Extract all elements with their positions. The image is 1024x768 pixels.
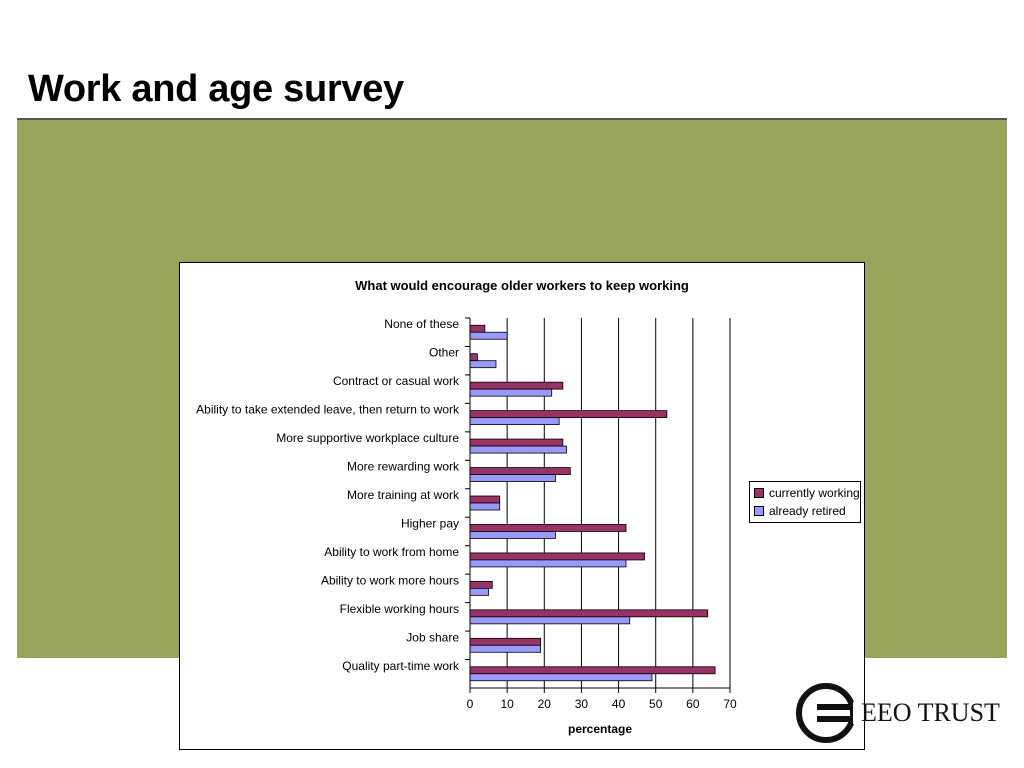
category-label-contract-or-casual-work: Contract or casual work [333, 374, 460, 388]
legend-label-already-retired: already retired [769, 504, 846, 518]
bar-chart: What would encourage older workers to ke… [196, 278, 737, 736]
bar-currently-working-flexible-working-hours [469, 609, 709, 618]
bar-already-retired-other [469, 360, 497, 369]
category-label-other: Other [429, 346, 459, 360]
legend-item-already-retired: already retired [754, 503, 846, 519]
category-label-ability-to-work-more-hours: Ability to work more hours [321, 573, 459, 587]
category-label-flexible-working-hours: Flexible working hours [340, 602, 459, 616]
category-label-job-share: Job share [406, 630, 459, 644]
bar-already-retired-flexible-working-hours [469, 616, 631, 625]
bar-already-retired-none-of-these [469, 331, 508, 340]
bar-currently-working-more-rewarding-work [469, 467, 571, 475]
x-tick-label-10: 10 [500, 697, 514, 711]
category-label-higher-pay: Higher pay [401, 516, 459, 530]
chart-title: What would encourage older workers to ke… [355, 278, 689, 293]
x-tick-label-60: 60 [686, 697, 700, 711]
bar-already-retired-ability-to-work-more-hours [469, 587, 489, 596]
bar-currently-working-job-share [469, 637, 541, 646]
category-label-ability-to-work-from-home: Ability to work from home [324, 545, 459, 559]
green-background-band: What would encourage older workers to ke… [17, 120, 1007, 750]
x-tick-label-30: 30 [575, 697, 589, 711]
legend-swatch-already-retired [754, 505, 764, 516]
eeo-trust-e-logo-icon [796, 683, 857, 743]
bar-currently-working-ability-to-work-from-home [469, 552, 645, 561]
logo-text: EEO TRUST [861, 698, 1000, 727]
bar-already-retired-job-share [469, 644, 541, 653]
category-label-ability-to-take-extended-leave-then-return-to-work: Ability to take extended leave, then ret… [196, 403, 460, 417]
x-tick-label-20: 20 [538, 697, 552, 711]
title-divider [17, 118, 1007, 120]
bar-currently-working-ability-to-work-more-hours [469, 580, 493, 589]
bar-currently-working-contract-or-casual-work [469, 381, 564, 390]
bar-already-retired-contract-or-casual-work [469, 388, 553, 397]
category-labels: None of these Other Contract or casual wor… [196, 317, 460, 673]
bar-already-retired-quality-part-time-work [469, 673, 653, 682]
gridlines [465, 317, 731, 693]
legend-label-currently-working: currently working [769, 486, 860, 500]
bar-already-retired-more-rewarding-work [469, 474, 556, 482]
bar-already-retired-ability-to-work-from-home [469, 559, 627, 568]
bar-currently-working-other [469, 353, 478, 362]
bar-currently-working-none-of-these [469, 324, 486, 333]
bars [469, 324, 716, 682]
x-tick-label-70: 70 [723, 697, 737, 711]
slide-title: Work and age survey [28, 68, 404, 110]
category-label-more-supportive-workplace-culture: More supportive workplace culture [276, 431, 459, 445]
x-tick-label-40: 40 [612, 697, 626, 711]
bar-currently-working-quality-part-time-work [469, 666, 716, 675]
bar-already-retired-more-training-at-work [469, 502, 501, 511]
bar-currently-working-ability-to-take-extended-leave-then-return-to-work [469, 410, 668, 419]
legend-swatch-currently-working [754, 487, 764, 498]
bar-currently-working-more-training-at-work [469, 495, 501, 504]
x-tick-labels: 0 10 20 30 40 50 60 70 [467, 697, 737, 711]
bar-currently-working-higher-pay [469, 524, 627, 532]
legend-item-currently-working: currently working [754, 485, 860, 501]
x-axis-title: percentage [568, 722, 632, 736]
legend: currently working already retired [749, 481, 861, 523]
axes [469, 318, 730, 689]
category-label-none-of-these: None of these [384, 317, 459, 331]
bar-already-retired-higher-pay [469, 531, 556, 539]
chart-frame: What would encourage older workers to ke… [179, 262, 865, 750]
x-tick-label-50: 50 [649, 697, 663, 711]
category-label-quality-part-time-work: Quality part-time work [342, 659, 460, 673]
bar-already-retired-more-supportive-workplace-culture [469, 445, 567, 454]
category-label-more-rewarding-work: More rewarding work [347, 460, 460, 474]
eeo-trust-logo: EEO TRUST [795, 682, 1010, 744]
bar-currently-working-more-supportive-workplace-culture [469, 438, 564, 447]
bar-already-retired-ability-to-take-extended-leave-then-return-to-work [469, 417, 560, 426]
category-label-more-training-at-work: More training at work [347, 488, 460, 502]
x-tick-label-0: 0 [467, 697, 474, 711]
